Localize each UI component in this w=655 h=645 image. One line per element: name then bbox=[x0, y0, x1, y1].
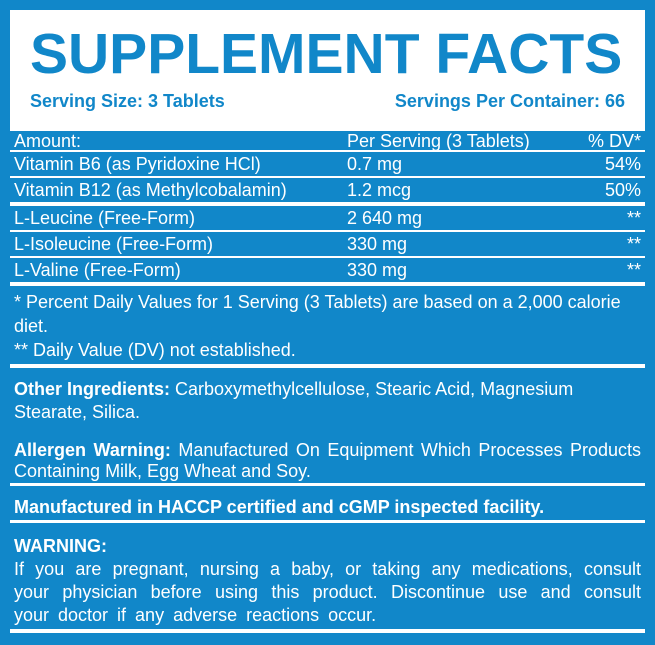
nutrient-dv: ** bbox=[626, 234, 641, 254]
nutrient-dv: ** bbox=[626, 260, 641, 280]
nutrient-dv: 50% bbox=[604, 180, 641, 200]
other-ingredients-label: Other Ingredients: bbox=[14, 379, 171, 399]
footnotes: * Percent Daily Values for 1 Serving (3 … bbox=[14, 290, 641, 362]
facility-statement: Manufactured in HACCP certified and cGMP… bbox=[14, 497, 545, 517]
nutrient-amount: 330 mg bbox=[347, 234, 408, 254]
nutrient-amount: 0.7 mg bbox=[347, 154, 403, 174]
footnote-percent-dv: * Percent Daily Values for 1 Serving (3 … bbox=[14, 292, 621, 336]
warning-title: WARNING: bbox=[14, 536, 107, 556]
nutrient-dv: 54% bbox=[604, 154, 641, 174]
per-serving-column-header: Per Serving (3 Tablets) bbox=[347, 131, 530, 151]
page-title: SUPPLEMENT FACTS bbox=[30, 22, 623, 86]
table-row: Vitamin B6 (as Pyridoxine HCl) 0.7 mg 54… bbox=[10, 152, 645, 178]
amount-column-header: Amount: bbox=[14, 131, 82, 151]
warning-section: WARNING: If you are pregnant, nursing a … bbox=[10, 536, 645, 627]
table-row: L-Valine (Free-Form) 330 mg ** bbox=[10, 258, 645, 286]
nutrient-amount: 330 mg bbox=[347, 260, 408, 280]
other-ingredients-text: Carboxymethylcellulose, Stearic Acid, Ma… bbox=[14, 379, 574, 422]
table-header-row: Amount: Per Serving (3 Tablets) % DV* bbox=[10, 131, 645, 152]
other-ingredients: Other Ingredients: Carboxymethylcellulos… bbox=[14, 378, 641, 424]
nutrient-dv: ** bbox=[626, 208, 641, 228]
section-divider bbox=[10, 520, 645, 523]
section-divider bbox=[10, 364, 645, 368]
table-row: L-Leucine (Free-Form) 2 640 mg ** bbox=[10, 206, 645, 232]
nutrient-name: L-Leucine (Free-Form) bbox=[14, 208, 196, 228]
servings-per-container: Servings Per Container: 66 bbox=[394, 91, 625, 111]
facts-panel: Amount: Per Serving (3 Tablets) % DV* Vi… bbox=[10, 131, 645, 633]
table-row: L-Isoleucine (Free-Form) 330 mg ** bbox=[10, 232, 645, 258]
allergen-warning-text: Manufactured On Equipment Which Processe… bbox=[14, 440, 641, 481]
nutrient-name: L-Isoleucine (Free-Form) bbox=[14, 234, 214, 254]
serving-size: Serving Size: 3 Tablets bbox=[30, 91, 225, 111]
nutrient-name: Vitamin B6 (as Pyridoxine HCl) bbox=[14, 154, 261, 174]
section-divider bbox=[10, 629, 645, 633]
dv-column-header: % DV* bbox=[587, 131, 641, 151]
serving-info-row: Serving Size: 3 Tablets Servings Per Con… bbox=[30, 91, 625, 112]
table-row: Vitamin B12 (as Methylcobalamin) 1.2 mcg… bbox=[10, 178, 645, 206]
nutrient-amount: 1.2 mcg bbox=[347, 180, 412, 200]
label-header: SUPPLEMENT FACTS Serving Size: 3 Tablets… bbox=[10, 10, 645, 131]
warning-text: If you are pregnant, nursing a baby, or … bbox=[14, 559, 641, 625]
allergen-warning: Allergen Warning: Manufactured On Equipm… bbox=[14, 440, 641, 482]
nutrient-name: Vitamin B12 (as Methylcobalamin) bbox=[14, 180, 287, 200]
section-divider bbox=[10, 483, 645, 486]
footnote-not-established: ** Daily Value (DV) not established. bbox=[14, 340, 296, 360]
nutrient-amount: 2 640 mg bbox=[347, 208, 423, 228]
allergen-warning-label: Allergen Warning: bbox=[14, 440, 171, 460]
nutrient-name: L-Valine (Free-Form) bbox=[14, 260, 181, 280]
